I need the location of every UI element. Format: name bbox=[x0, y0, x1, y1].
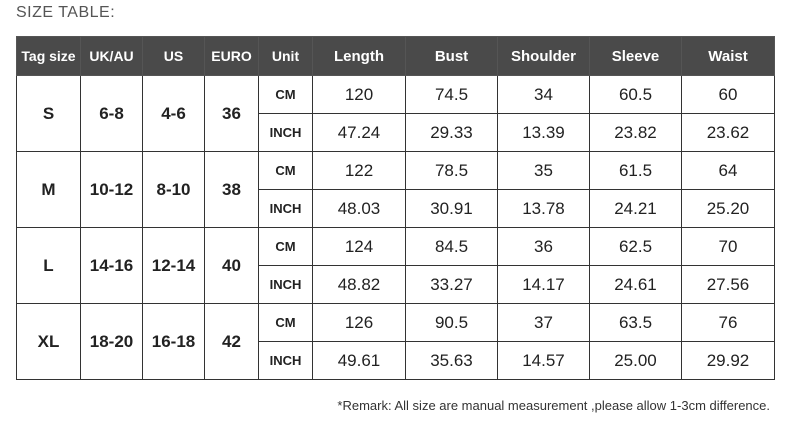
tag-size-cell: M bbox=[16, 151, 81, 228]
euro-cell: 42 bbox=[204, 303, 259, 380]
us-cell: 16-18 bbox=[142, 303, 205, 380]
unit-cell: INCH bbox=[258, 113, 313, 152]
column-header-sleeve: Sleeve bbox=[589, 36, 682, 76]
waist-cell: 76 bbox=[681, 303, 775, 342]
column-header-uk-au: UK/AU bbox=[80, 36, 143, 76]
length-cell: 126 bbox=[312, 303, 406, 342]
remark-text: *Remark: All size are manual measurement… bbox=[337, 398, 770, 413]
tag-size-cell: XL bbox=[16, 303, 81, 380]
sleeve-cell: 25.00 bbox=[589, 341, 682, 380]
table-row: S 6-8 4-6 36 CM 120 74.5 34 60.5 60 bbox=[16, 75, 775, 152]
table-row: M 10-12 8-10 38 CM 122 78.5 35 61.5 64 bbox=[16, 151, 775, 228]
table-row: XL 18-20 16-18 42 CM 126 90.5 37 63.5 76 bbox=[16, 303, 775, 380]
bust-cell: 90.5 bbox=[405, 303, 498, 342]
bust-cell: 33.27 bbox=[405, 265, 498, 304]
bust-cell: 35.63 bbox=[405, 341, 498, 380]
column-header-us: US bbox=[142, 36, 205, 76]
sleeve-cell: 24.61 bbox=[589, 265, 682, 304]
waist-cell: 60 bbox=[681, 75, 775, 114]
table-row: L 14-16 12-14 40 CM 124 84.5 36 62.5 70 bbox=[16, 227, 775, 304]
length-cell: 49.61 bbox=[312, 341, 406, 380]
length-cell: 48.82 bbox=[312, 265, 406, 304]
bust-cell: 74.5 bbox=[405, 75, 498, 114]
table-row: INCH 48.82 33.27 14.17 24.61 27.56 bbox=[17, 265, 775, 304]
waist-cell: 25.20 bbox=[681, 189, 775, 228]
uk-au-cell: 14-16 bbox=[80, 227, 143, 304]
column-header-waist: Waist bbox=[681, 36, 775, 76]
column-header-shoulder: Shoulder bbox=[497, 36, 590, 76]
waist-cell: 29.92 bbox=[681, 341, 775, 380]
length-cell: 122 bbox=[312, 151, 406, 190]
bust-cell: 84.5 bbox=[405, 227, 498, 266]
us-cell: 4-6 bbox=[142, 75, 205, 152]
bust-cell: 78.5 bbox=[405, 151, 498, 190]
unit-cell: INCH bbox=[258, 341, 313, 380]
waist-cell: 23.62 bbox=[681, 113, 775, 152]
shoulder-cell: 36 bbox=[497, 227, 590, 266]
table-row: INCH 49.61 35.63 14.57 25.00 29.92 bbox=[17, 341, 775, 380]
euro-cell: 40 bbox=[204, 227, 259, 304]
length-cell: 120 bbox=[312, 75, 406, 114]
column-header-length: Length bbox=[312, 36, 406, 76]
sleeve-cell: 63.5 bbox=[589, 303, 682, 342]
shoulder-cell: 34 bbox=[497, 75, 590, 114]
tag-size-cell: L bbox=[16, 227, 81, 304]
shoulder-cell: 13.39 bbox=[497, 113, 590, 152]
table-row: INCH 47.24 29.33 13.39 23.82 23.62 bbox=[17, 113, 775, 152]
unit-cell: INCH bbox=[258, 265, 313, 304]
shoulder-cell: 35 bbox=[497, 151, 590, 190]
waist-cell: 70 bbox=[681, 227, 775, 266]
length-cell: 48.03 bbox=[312, 189, 406, 228]
length-cell: 47.24 bbox=[312, 113, 406, 152]
sleeve-cell: 62.5 bbox=[589, 227, 682, 266]
uk-au-cell: 6-8 bbox=[80, 75, 143, 152]
waist-cell: 27.56 bbox=[681, 265, 775, 304]
bust-cell: 29.33 bbox=[405, 113, 498, 152]
size-table-title: SIZE TABLE: bbox=[16, 4, 116, 21]
unit-cell: CM bbox=[258, 75, 313, 114]
column-header-bust: Bust bbox=[405, 36, 498, 76]
table-row: INCH 48.03 30.91 13.78 24.21 25.20 bbox=[17, 189, 775, 228]
size-table: Tag size UK/AU US EURO Unit Length Bust Shoulde… bbox=[16, 36, 775, 380]
unit-cell: CM bbox=[258, 303, 313, 342]
unit-cell: CM bbox=[258, 227, 313, 266]
unit-cell: CM bbox=[258, 151, 313, 190]
column-header-tag-size: Tag size bbox=[16, 36, 81, 76]
unit-cell: INCH bbox=[258, 189, 313, 228]
us-cell: 12-14 bbox=[142, 227, 205, 304]
column-header-unit: Unit bbox=[258, 36, 313, 76]
uk-au-cell: 10-12 bbox=[80, 151, 143, 228]
bust-cell: 30.91 bbox=[405, 189, 498, 228]
sleeve-cell: 61.5 bbox=[589, 151, 682, 190]
sleeve-cell: 24.21 bbox=[589, 189, 682, 228]
us-cell: 8-10 bbox=[142, 151, 205, 228]
tag-size-cell: S bbox=[16, 75, 81, 152]
uk-au-cell: 18-20 bbox=[80, 303, 143, 380]
sleeve-cell: 60.5 bbox=[589, 75, 682, 114]
shoulder-cell: 14.57 bbox=[497, 341, 590, 380]
shoulder-cell: 14.17 bbox=[497, 265, 590, 304]
header-row: Tag size UK/AU US EURO Unit Length Bust Shoulde… bbox=[16, 36, 775, 76]
column-header-euro: EURO bbox=[204, 36, 259, 76]
shoulder-cell: 13.78 bbox=[497, 189, 590, 228]
shoulder-cell: 37 bbox=[497, 303, 590, 342]
euro-cell: 38 bbox=[204, 151, 259, 228]
sleeve-cell: 23.82 bbox=[589, 113, 682, 152]
length-cell: 124 bbox=[312, 227, 406, 266]
waist-cell: 64 bbox=[681, 151, 775, 190]
euro-cell: 36 bbox=[204, 75, 259, 152]
